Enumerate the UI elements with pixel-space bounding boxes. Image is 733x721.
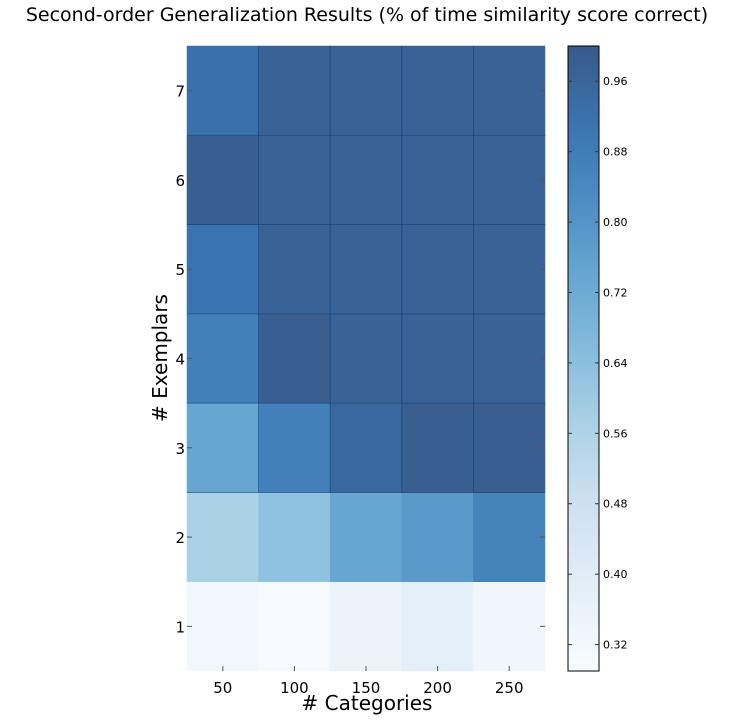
heatmap-cell bbox=[329, 492, 403, 582]
y-tick-label: 6 bbox=[175, 172, 185, 190]
y-tick-label: 1 bbox=[175, 618, 185, 636]
x-tick-label: 250 bbox=[495, 679, 524, 697]
y-tick-label: 3 bbox=[175, 440, 185, 458]
colorbar-tick-label: 0.88 bbox=[603, 146, 628, 159]
colorbar-tick-label: 0.40 bbox=[603, 568, 628, 581]
x-tick-label: 50 bbox=[213, 679, 232, 697]
colorbar-ticks: 0.32 0.40 0.48 0.56 0.64 0.72 0.80 0.88 0.96 bbox=[568, 75, 628, 652]
heatmap-cell bbox=[401, 224, 474, 315]
heatmap-cell bbox=[186, 313, 259, 404]
x-tick-label: 150 bbox=[352, 679, 381, 697]
heatmap-cell bbox=[329, 581, 403, 672]
y-axis-label: # Exemplars bbox=[148, 294, 172, 422]
heatmap-cell bbox=[258, 402, 331, 493]
heatmap-cell bbox=[473, 45, 546, 136]
heatmap-cell bbox=[329, 402, 403, 493]
heatmap-cell bbox=[186, 402, 259, 493]
heatmap-cell bbox=[258, 313, 331, 404]
colorbar-tick-label: 0.72 bbox=[603, 286, 628, 299]
heatmap-cell bbox=[186, 45, 259, 136]
colorbar-tick-label: 0.48 bbox=[603, 498, 628, 511]
heatmap-cell bbox=[473, 313, 546, 404]
colorbar bbox=[567, 45, 600, 672]
colorbar-tick-label: 0.64 bbox=[603, 357, 628, 370]
chart-title: Second-order Generalization Results (% o… bbox=[26, 4, 708, 26]
heatmap-cell bbox=[258, 135, 331, 225]
heatmap-cell bbox=[186, 224, 259, 315]
y-tick-label: 2 bbox=[175, 529, 185, 547]
heatmap-cell bbox=[473, 135, 546, 225]
heatmap-cell bbox=[258, 492, 331, 582]
heatmap-cell bbox=[473, 224, 546, 315]
y-tick-label: 5 bbox=[175, 261, 185, 279]
x-tick-label: 200 bbox=[423, 679, 452, 697]
colorbar-tick-label: 0.80 bbox=[603, 216, 628, 229]
heatmap-cell bbox=[401, 402, 474, 493]
heatmap-cell bbox=[401, 313, 474, 404]
heatmap-cell bbox=[473, 492, 546, 582]
heatmap-cell bbox=[258, 224, 331, 315]
heatmap-cell bbox=[329, 135, 403, 225]
heatmap-cell bbox=[401, 581, 474, 672]
colorbar-tick-label: 0.56 bbox=[603, 427, 628, 440]
y-tick-label: 7 bbox=[175, 83, 185, 101]
heatmap-cell bbox=[329, 313, 403, 404]
heatmap-cell bbox=[401, 45, 474, 136]
x-ticks: 50 100 150 200 250 bbox=[213, 666, 524, 697]
heatmap-cell bbox=[473, 581, 546, 672]
heatmap-cell bbox=[329, 45, 403, 136]
colorbar-tick-label: 0.96 bbox=[603, 75, 628, 88]
heatmap-cell bbox=[186, 135, 259, 225]
y-ticks: 1 2 3 4 5 6 7 bbox=[175, 83, 545, 636]
heatmap-cells bbox=[186, 45, 546, 672]
heatmap-cell bbox=[473, 402, 546, 493]
heatmap-cell bbox=[329, 224, 403, 315]
heatmap-cell bbox=[258, 45, 331, 136]
heatmap-cell bbox=[401, 492, 474, 582]
y-tick-label: 4 bbox=[175, 351, 185, 369]
heatmap-cell bbox=[258, 581, 331, 672]
x-tick-label: 100 bbox=[280, 679, 309, 697]
x-axis-label: # Categories bbox=[302, 691, 433, 715]
colorbar-tick-label: 0.32 bbox=[603, 639, 628, 652]
heatmap-cell bbox=[186, 581, 259, 672]
heatmap-cell bbox=[186, 492, 259, 582]
heatmap-cell bbox=[401, 135, 474, 225]
